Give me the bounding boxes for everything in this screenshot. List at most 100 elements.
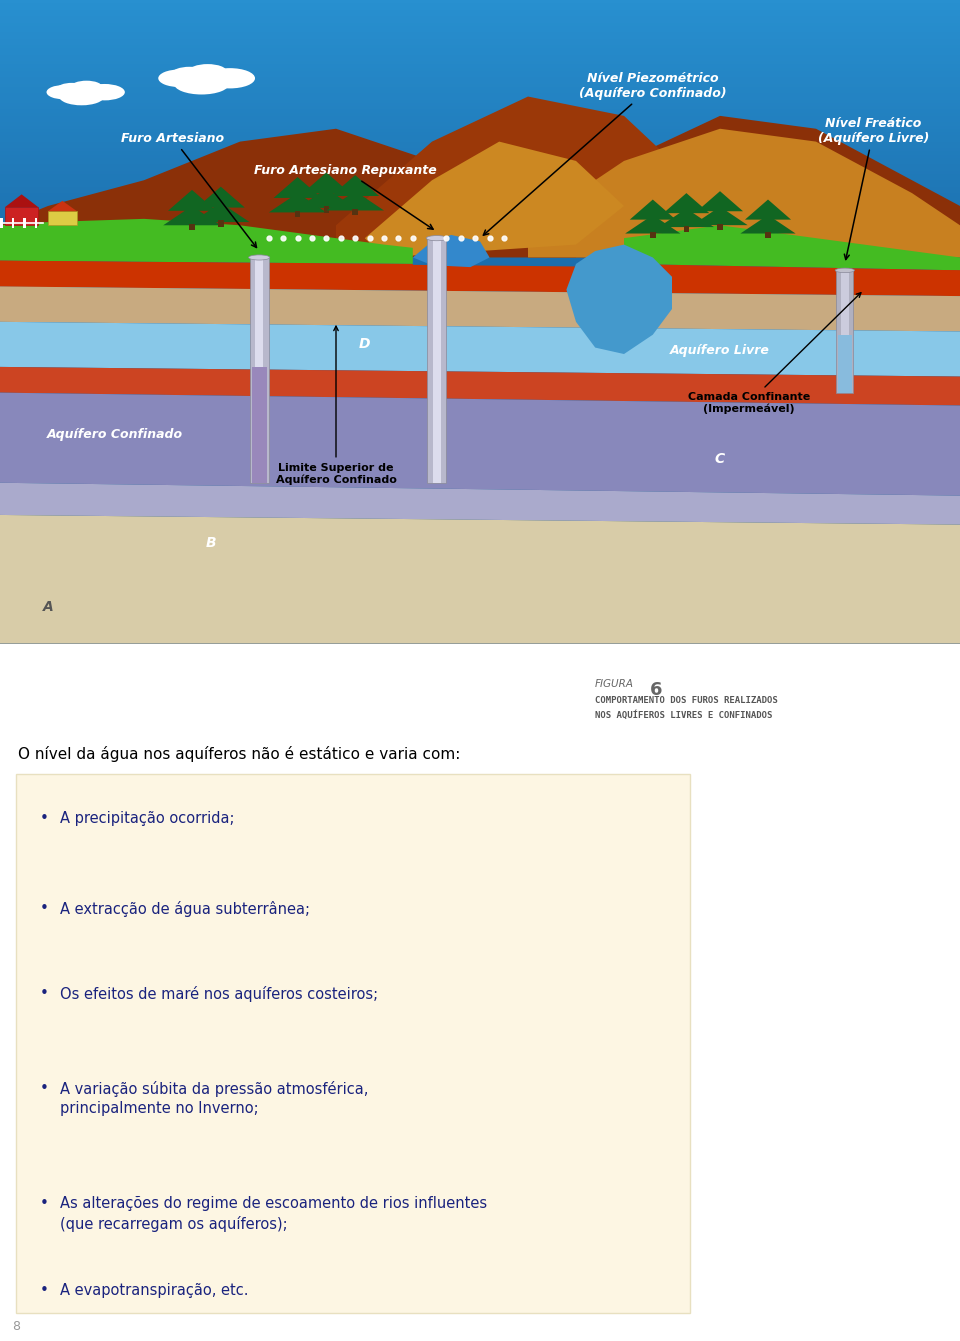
Polygon shape [274,177,322,198]
Polygon shape [0,260,960,296]
Bar [717,224,723,229]
Text: Furo Artesiano: Furo Artesiano [121,131,256,248]
Text: 6: 6 [650,681,662,699]
Polygon shape [697,192,743,212]
Bar [12,219,14,228]
Polygon shape [168,190,216,211]
Polygon shape [624,264,960,290]
Ellipse shape [204,68,255,89]
Text: A extracção de água subterrânea;: A extracção de água subterrânea; [60,901,310,917]
Bar [765,232,771,239]
Text: O nível da água nos aquíferos não é estático e varia com:: O nível da água nos aquíferos não é está… [18,746,461,762]
Ellipse shape [71,80,102,93]
Polygon shape [630,200,676,220]
Bar [433,239,441,483]
Ellipse shape [188,64,227,79]
Text: Nível Freático
(Aquífero Livre): Nível Freático (Aquífero Livre) [818,117,929,260]
Polygon shape [663,193,709,213]
Polygon shape [413,235,490,267]
Ellipse shape [46,84,81,99]
Bar [650,232,656,239]
Text: Os efeitos de maré nos aquíferos costeiros;: Os efeitos de maré nos aquíferos costeir… [60,986,378,1002]
Polygon shape [625,215,681,233]
FancyBboxPatch shape [16,774,690,1313]
Polygon shape [336,97,672,257]
Text: As alterações do regime de escoamento de rios influentes: As alterações do regime de escoamento de… [60,1196,487,1211]
Polygon shape [659,209,714,227]
Polygon shape [0,260,413,290]
Bar [841,271,849,393]
Polygon shape [0,367,960,405]
Polygon shape [0,393,960,496]
Ellipse shape [60,87,104,106]
Polygon shape [48,201,77,211]
Ellipse shape [249,255,270,260]
Ellipse shape [174,72,229,94]
Bar [189,224,195,231]
Text: Nível Piezométrico
(Aquífero Confinado): Nível Piezométrico (Aquífero Confinado) [484,71,727,235]
Polygon shape [197,186,245,208]
Polygon shape [302,173,350,193]
Polygon shape [298,189,355,208]
Polygon shape [192,202,250,223]
Bar [250,257,269,483]
Polygon shape [326,192,384,211]
Bar [838,335,852,393]
Bar [684,225,689,232]
Bar [23,219,26,228]
Text: Aquífero Confinado: Aquífero Confinado [47,428,183,441]
Text: •: • [40,1196,49,1211]
Text: D: D [359,337,371,350]
Ellipse shape [58,83,86,94]
Polygon shape [745,200,791,220]
Bar [427,239,446,483]
Bar [836,271,853,393]
Text: 8: 8 [12,1320,20,1333]
Text: Furo Artesiano Repuxante: Furo Artesiano Repuxante [254,164,437,229]
Polygon shape [528,115,960,257]
Text: FIGURA: FIGURA [595,679,634,689]
Bar [48,211,77,225]
Ellipse shape [835,268,854,272]
Text: principalmente no Inverno;: principalmente no Inverno; [60,1101,258,1116]
Polygon shape [0,515,960,644]
Bar [252,367,267,483]
Bar [324,207,329,213]
Ellipse shape [172,67,207,80]
Text: Camada Confinante
(Impermeável): Camada Confinante (Impermeável) [687,292,861,414]
Text: C: C [715,452,725,467]
Text: •: • [40,986,49,1000]
Polygon shape [624,225,960,271]
Text: •: • [40,1283,49,1298]
Polygon shape [0,219,413,264]
Text: •: • [40,901,49,916]
Text: Limite Superior de
Aquífero Confinado: Limite Superior de Aquífero Confinado [276,326,396,484]
Text: A: A [42,601,54,614]
Polygon shape [566,244,672,354]
Bar [352,209,358,216]
Text: •: • [40,1081,49,1096]
Polygon shape [528,129,960,257]
Bar [218,220,224,227]
Polygon shape [692,207,748,225]
Bar [5,208,38,225]
Bar [35,219,37,228]
Polygon shape [365,142,624,257]
Text: A evapotranspiração, etc.: A evapotranspiração, etc. [60,1283,249,1298]
Text: COMPORTAMENTO DOS FUROS REALIZADOS: COMPORTAMENTO DOS FUROS REALIZADOS [595,696,778,705]
Text: A precipitação ocorrida;: A precipitação ocorrida; [60,811,234,826]
Polygon shape [269,193,326,212]
Polygon shape [0,483,960,524]
Bar [0,219,3,228]
Polygon shape [0,287,960,331]
Text: Aquífero Livre: Aquífero Livre [670,345,770,357]
Ellipse shape [426,236,447,241]
Text: A variação súbita da pressão atmosférica,: A variação súbita da pressão atmosférica… [60,1081,369,1097]
Polygon shape [740,215,796,233]
Polygon shape [163,207,221,225]
Polygon shape [0,322,960,377]
Bar [255,257,263,483]
Bar [295,211,300,217]
Text: NOS AQUÍFEROS LIVRES E CONFINADOS: NOS AQUÍFEROS LIVRES E CONFINADOS [595,711,773,720]
Ellipse shape [84,84,125,101]
